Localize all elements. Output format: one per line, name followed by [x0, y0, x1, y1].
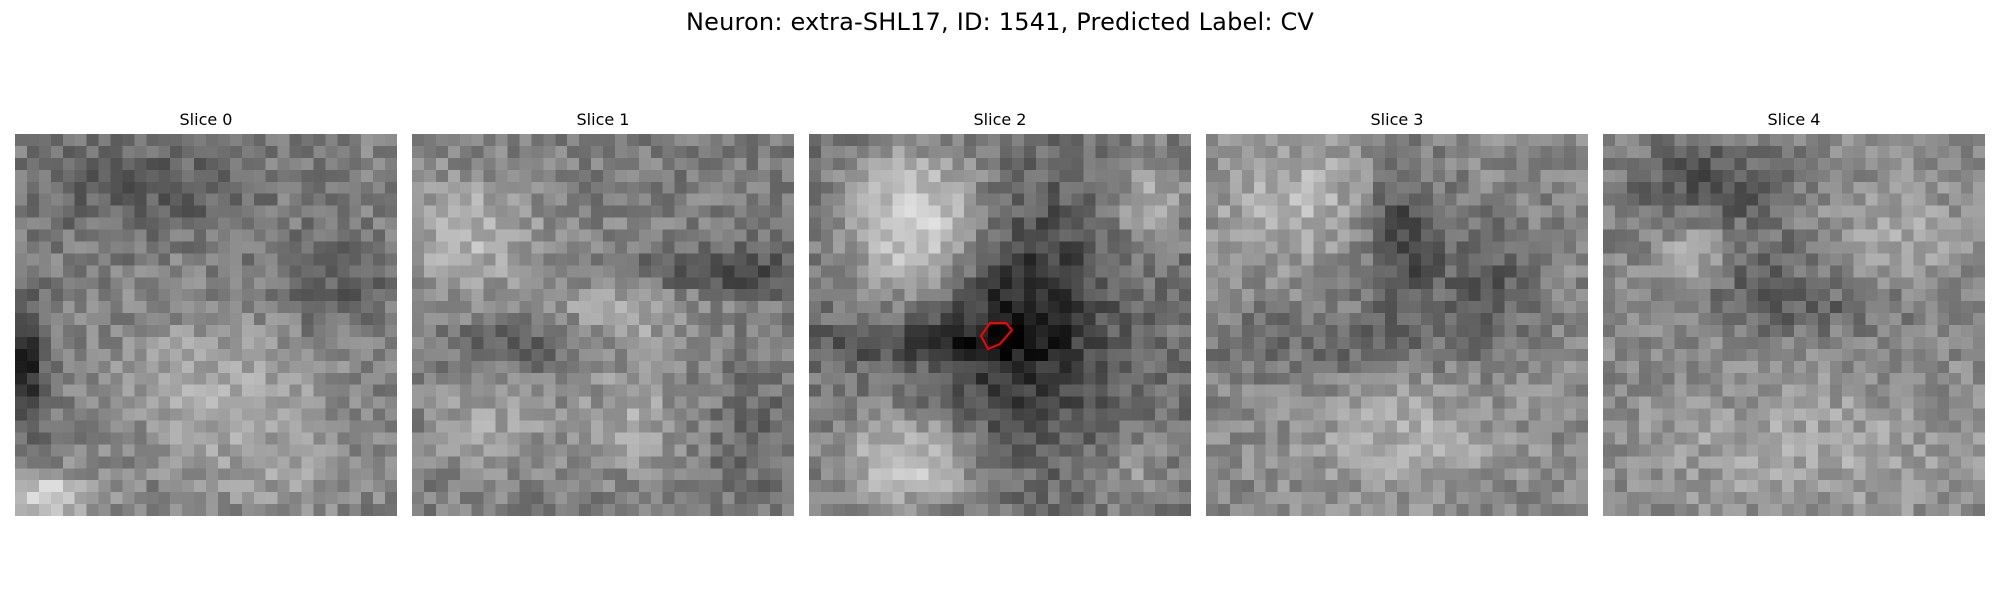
slice-3-image — [1206, 134, 1588, 516]
slice-4-image — [1603, 134, 1985, 516]
segmentation-contour-overlay — [979, 322, 1014, 351]
slice-3-title: Slice 3 — [1370, 110, 1424, 129]
figure-title: Neuron: extra-SHL17, ID: 1541, Predicted… — [685, 8, 1315, 36]
slice-0-image — [15, 134, 397, 516]
segmentation-contour — [979, 322, 1014, 351]
slice-2-image — [809, 134, 1191, 516]
slice-2-title: Slice 2 — [973, 110, 1027, 129]
slice-1-title: Slice 1 — [576, 110, 630, 129]
slice-0-title: Slice 0 — [179, 110, 233, 129]
slice-1-image — [412, 134, 794, 516]
slice-4-title: Slice 4 — [1767, 110, 1821, 129]
